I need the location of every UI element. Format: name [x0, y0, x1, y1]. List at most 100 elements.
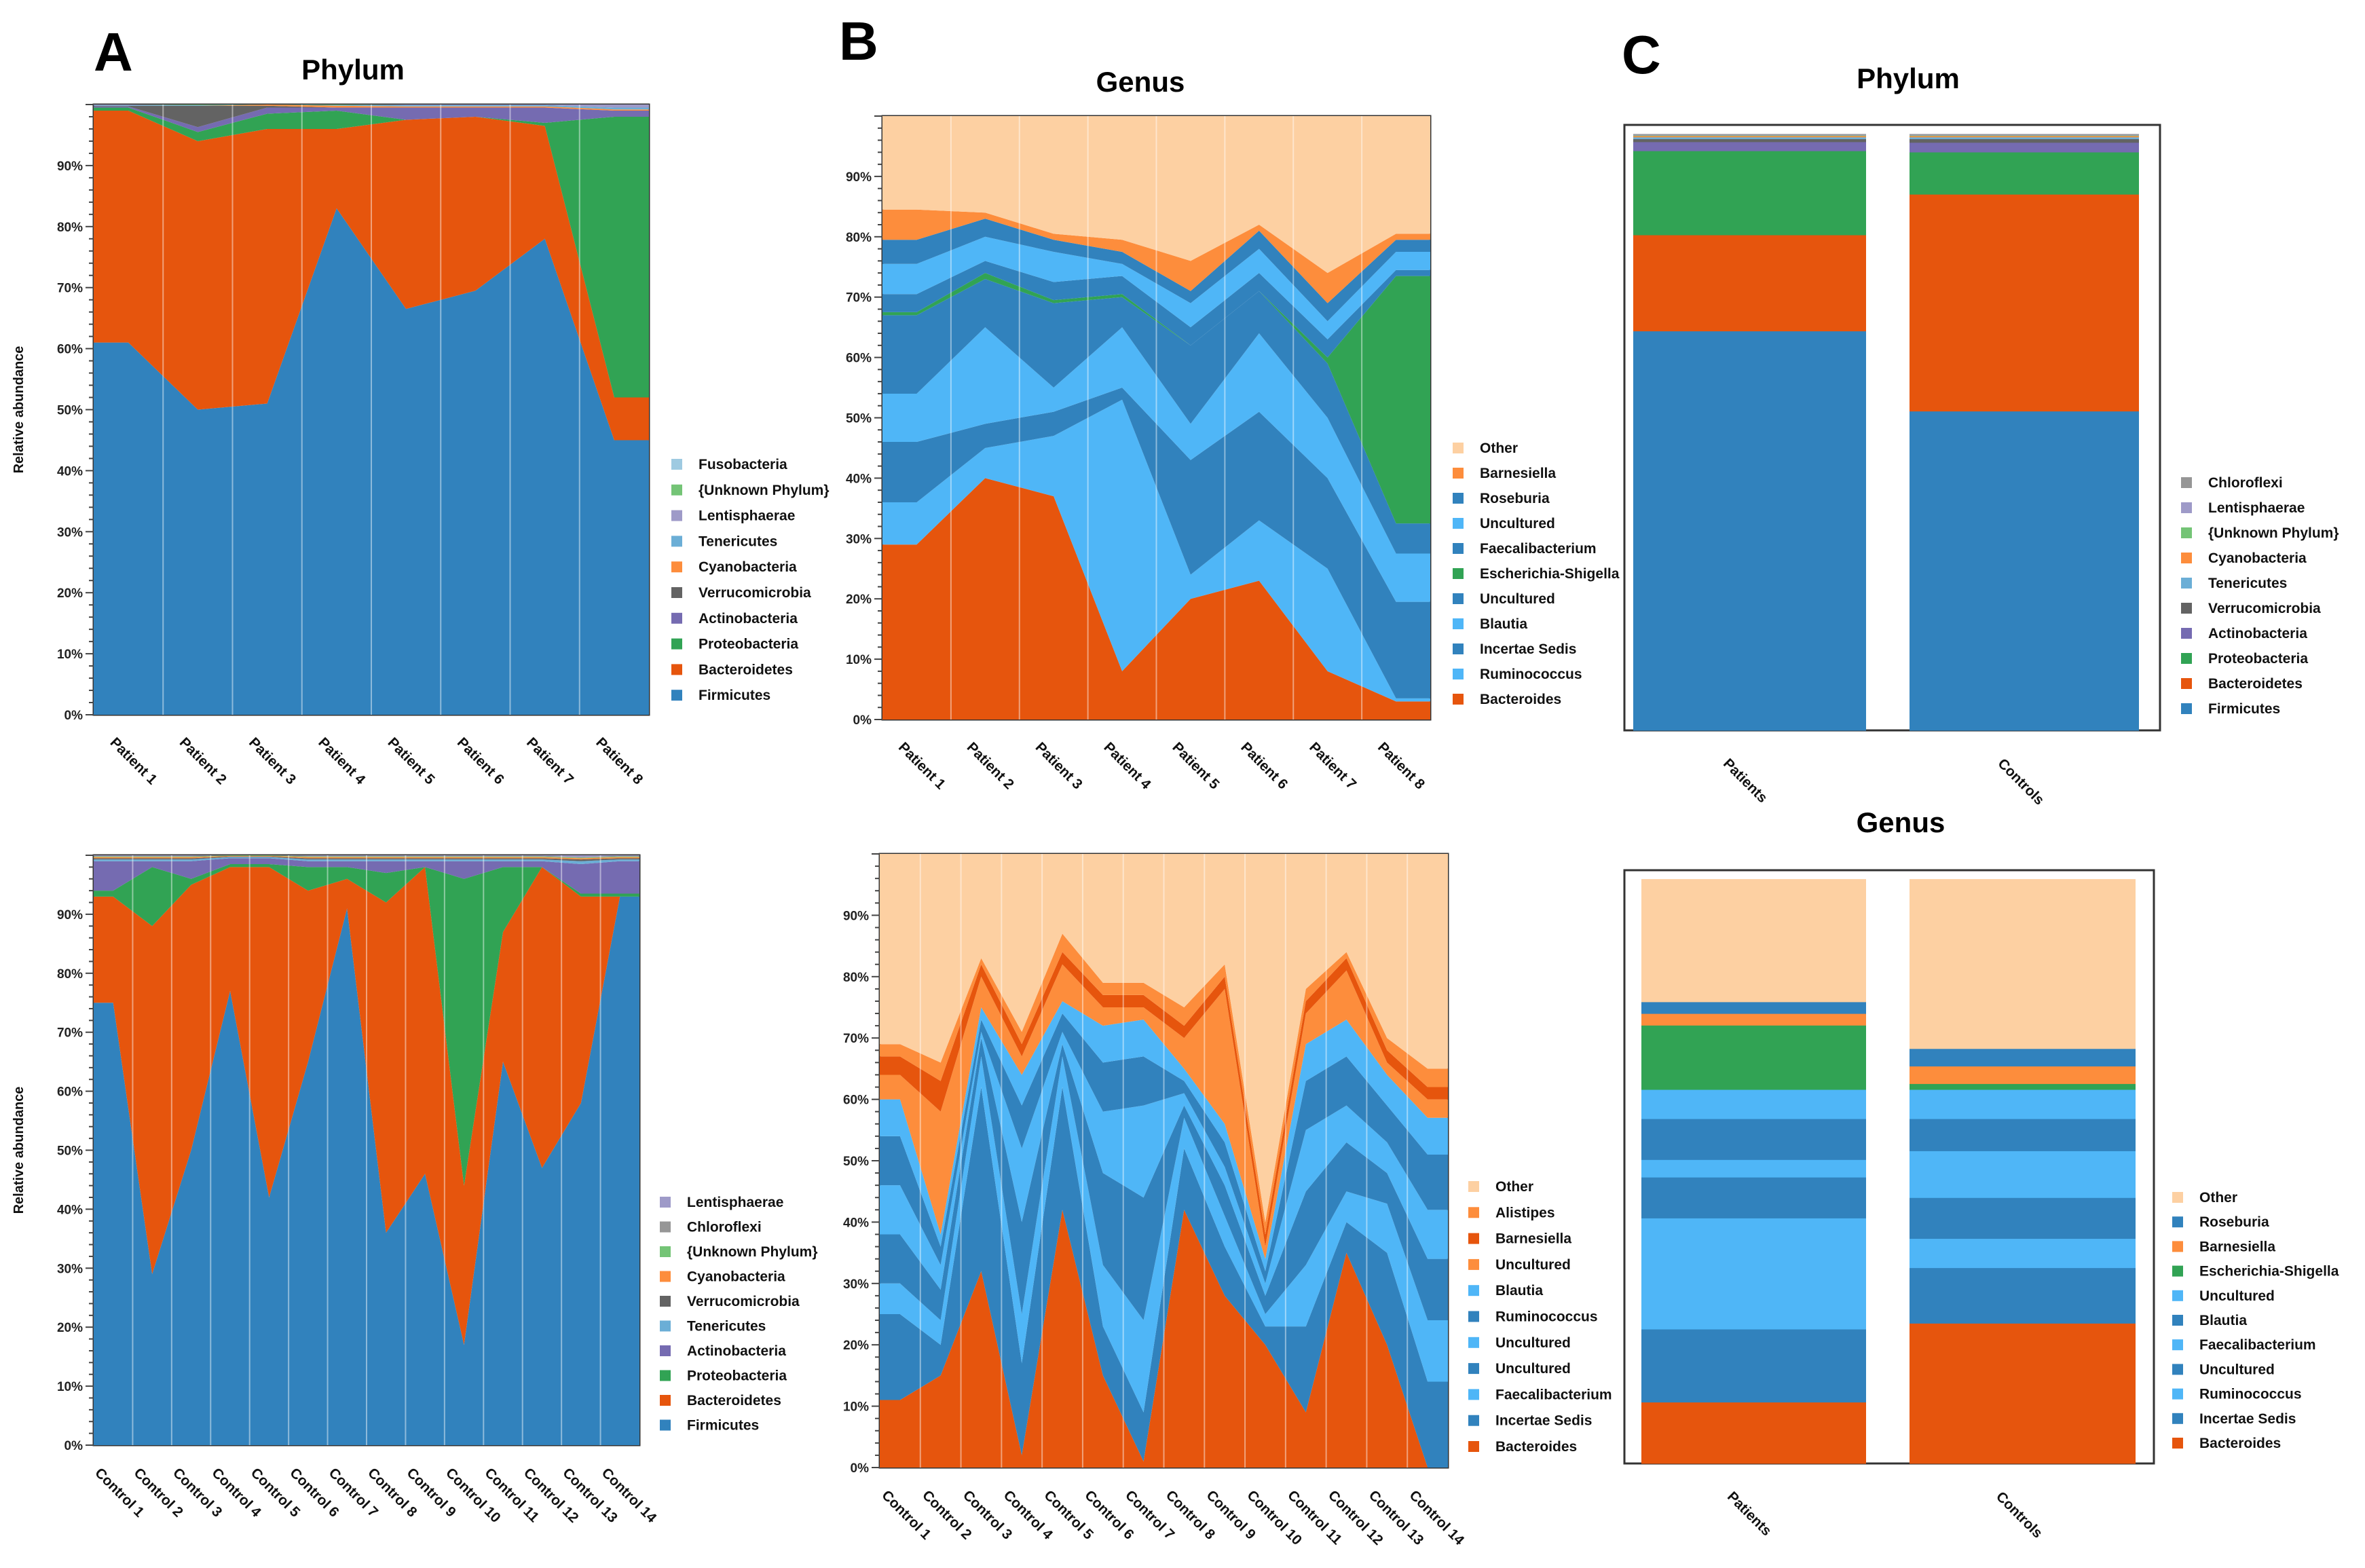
legend-swatch [2172, 1339, 2183, 1351]
legend-item: Firmicutes [660, 1418, 759, 1434]
legend-label: Roseburia [1480, 491, 1550, 506]
legend-item: Bacteroides [1468, 1439, 1577, 1455]
bar-segment-lentisphaerae [1633, 134, 1866, 136]
legend-label: Chloroflexi [687, 1220, 762, 1235]
bar-segment--unknown-phylum- [1633, 135, 1866, 136]
legend-label: Incertae Sedis [1495, 1413, 1592, 1429]
area-ruminococcus [882, 399, 1430, 702]
legend-swatch [2172, 1388, 2183, 1400]
legend-swatch [1468, 1311, 1479, 1322]
chart-c-top: Phylum Patients Controls Chloroflexi Lentisp… [1623, 62, 2339, 808]
y-tick-label: 0% [64, 1439, 83, 1453]
x-tick-label: Patient 2 [964, 739, 1017, 792]
legend-label: Firmicutes [699, 688, 770, 703]
y-tick-label: 10% [843, 1400, 869, 1415]
area-other [880, 854, 1448, 1222]
bar-segment-escherichia-shigella [1641, 1025, 1866, 1090]
legend-swatch [1453, 443, 1464, 453]
legend-item: Incertae Sedis [2172, 1411, 2296, 1427]
legend-label: Roseburia [2199, 1214, 2269, 1230]
x-tick-label: Patient 8 [593, 734, 646, 787]
legend-swatch [2172, 1265, 2183, 1277]
legend-item: Faecalibacterium [1468, 1387, 1612, 1402]
legend-item: Bacteroidetes [671, 662, 793, 677]
legend-item: Ruminococcus [1468, 1309, 1598, 1325]
legend-swatch [1468, 1285, 1479, 1296]
area-bacteroidetes [94, 110, 649, 441]
legend-label: Verrucomicrobia [2208, 601, 2321, 616]
y-tick-label: 60% [846, 352, 872, 366]
y-tick-label: 90% [57, 160, 83, 174]
y-tick-label: 80% [57, 221, 83, 235]
legend-label: Incertae Sedis [2199, 1411, 2296, 1427]
legend-item: Other [1453, 441, 1518, 456]
legend-item: Proteobacteria [671, 637, 798, 652]
legend-label: Barnesiella [1480, 466, 1556, 481]
chart-a-top: Phylum Patient 1 Patient 2 Patient 3 Patient… [12, 54, 830, 788]
bar-segment-uncultured [1910, 1197, 2136, 1239]
bar-segment-cyanobacteria [1633, 136, 1866, 138]
legend-item: Blautia [2172, 1313, 2247, 1328]
legend-swatch [2181, 603, 2192, 614]
y-axis-label: Relative abundance [12, 1087, 26, 1214]
legend-item: Actinobacteria [660, 1343, 786, 1359]
area-faecalibacterium [880, 1056, 1448, 1413]
y-axis-label: Relative abundance [12, 346, 26, 474]
bar-segment-actinobacteria [1910, 142, 2139, 153]
legend-label: Uncultured [1480, 591, 1555, 607]
legend-item: Uncultured [2172, 1288, 2275, 1304]
y-tick-label: 30% [57, 1262, 83, 1276]
legend-item: Cyanobacteria [2181, 550, 2307, 566]
legend-label: Faecalibacterium [2199, 1337, 2316, 1353]
legend-item: Blautia [1468, 1283, 1543, 1299]
legend-swatch [2181, 578, 2192, 589]
x-tick-label: Patient 5 [1169, 739, 1222, 792]
x-tick-label: Patients [1720, 755, 1770, 806]
legend-item: Barnesiella [1453, 466, 1556, 481]
legend-swatch [671, 587, 682, 598]
legend-swatch [1453, 669, 1464, 679]
y-tick-label: 30% [843, 1277, 869, 1292]
x-tick-label: Patient 6 [1237, 739, 1290, 792]
legend-swatch [1468, 1337, 1479, 1348]
legend-label: Ruminococcus [1480, 667, 1582, 682]
bar-segment-ruminococcus [1910, 1238, 2136, 1269]
x-tick-label: Patient 7 [523, 734, 576, 787]
legend-item: Actinobacteria [671, 611, 798, 627]
y-tick-label: 80% [843, 971, 869, 985]
legend-swatch [2181, 502, 2192, 513]
legend-swatch [660, 1345, 671, 1356]
legend-label: Faecalibacterium [1495, 1387, 1612, 1402]
area-incertae-sedis [880, 1087, 1448, 1468]
legend-label: Bacteroidetes [687, 1393, 781, 1408]
bar-segment-tenericutes [1910, 136, 2139, 139]
area-cyanobacteria [94, 855, 639, 860]
legend-swatch [1468, 1233, 1479, 1244]
legend-swatch [2181, 703, 2192, 714]
legend-label: Verrucomicrobia [699, 585, 811, 601]
legend-item: Uncultured [1453, 516, 1555, 531]
area-uncultured [882, 236, 1430, 339]
legend-item: Cyanobacteria [671, 559, 797, 575]
legend-item: Uncultured [1453, 591, 1555, 607]
y-tick-label: 0% [64, 709, 83, 723]
area-blautia [880, 1001, 1448, 1271]
legend-label: Other [2199, 1190, 2237, 1206]
legend-swatch [1468, 1363, 1479, 1375]
legend-swatch [660, 1320, 671, 1332]
legend: Other Alistipes Barnesiella Uncultured Blaut… [1468, 1179, 1612, 1455]
legend-item: Actinobacteria [2181, 626, 2307, 641]
legend-swatch [2172, 1438, 2183, 1449]
legend-swatch [2172, 1290, 2183, 1301]
legend-label: Bacteroides [1480, 692, 1561, 707]
legend-label: Bacteroidetes [2208, 676, 2303, 692]
y-tick-label: 10% [846, 653, 872, 667]
y-tick-label: 40% [846, 472, 872, 486]
legend-item: Bacteroides [1453, 692, 1561, 707]
legend-item: Barnesiella [2172, 1239, 2275, 1254]
legend-item: Blautia [1453, 616, 1527, 632]
legend-label: Other [1480, 441, 1518, 456]
legend-item: Fusobacteria [671, 457, 787, 472]
legend-swatch [671, 690, 682, 701]
y-tick-label: 80% [57, 967, 83, 982]
